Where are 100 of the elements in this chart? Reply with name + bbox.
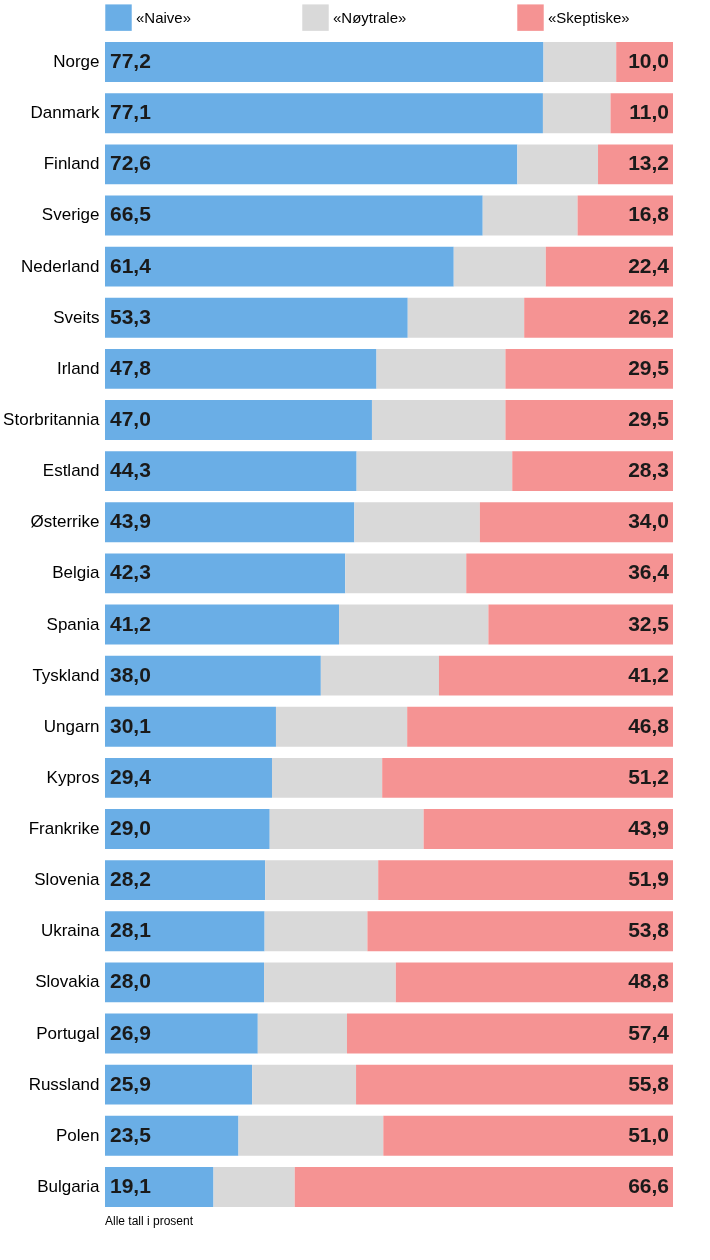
data-label: 34,0 [628, 509, 669, 533]
bar [542, 93, 611, 134]
bar [105, 1013, 258, 1054]
data-label: 11,0 [629, 100, 669, 124]
bar [105, 246, 454, 287]
bar [395, 962, 673, 1003]
bar [294, 1167, 673, 1207]
bar [545, 246, 673, 287]
y-tick-label: Slovenia [34, 870, 101, 890]
bar [488, 604, 673, 645]
bar [105, 706, 276, 747]
bar [105, 809, 270, 849]
bar [105, 195, 483, 236]
bar [105, 144, 518, 185]
y-tick-label: Frankrike [28, 819, 100, 839]
bar [264, 962, 396, 1003]
data-label: 66,5 [110, 202, 152, 226]
data-label: 41,2 [628, 662, 669, 686]
data-label: 42,3 [110, 560, 151, 584]
legend-label: «Naive» [136, 8, 192, 26]
y-tick-label: Kypros [46, 767, 100, 787]
data-label: 26,9 [110, 1020, 151, 1044]
text: Alle tall i prosent [105, 1214, 194, 1228]
bar [105, 655, 321, 696]
bar [105, 553, 346, 594]
data-label: 32,5 [628, 611, 670, 635]
bar [264, 911, 368, 952]
data-label: 66,6 [628, 1173, 669, 1197]
bar [383, 1115, 673, 1156]
bar [354, 502, 480, 543]
data-label: 53,8 [628, 918, 670, 942]
data-label: 43,9 [110, 509, 151, 533]
bar [105, 400, 372, 440]
bar [105, 1064, 253, 1105]
y-tick-label: Polen [56, 1125, 100, 1145]
y-tick-label: Finland [43, 154, 100, 174]
y-tick-label: Bulgaria [37, 1176, 101, 1196]
bar [238, 1115, 384, 1156]
data-label: 29,5 [628, 406, 670, 430]
bar [466, 553, 673, 594]
data-label: 28,1 [110, 918, 152, 942]
data-label: 23,5 [110, 1122, 152, 1146]
bar [105, 757, 272, 798]
bar [345, 553, 467, 594]
y-tick-label: Irland [56, 358, 100, 378]
bar [512, 451, 673, 492]
bar [346, 1013, 673, 1054]
data-label: 25,9 [110, 1071, 151, 1095]
data-label: 46,8 [628, 713, 670, 737]
bar [213, 1167, 295, 1207]
data-label: 30,1 [110, 713, 152, 737]
data-label: 36,4 [628, 560, 670, 584]
bar [105, 604, 340, 645]
data-label: 47,0 [110, 406, 151, 430]
bar [371, 400, 506, 440]
data-label: 26,2 [628, 304, 669, 328]
bar [505, 348, 673, 389]
data-label: 61,4 [110, 253, 152, 277]
data-label: 53,3 [110, 304, 151, 328]
data-label: 57,4 [628, 1020, 670, 1044]
y-tick-label: Sveits [53, 307, 100, 327]
data-label: 72,6 [110, 151, 151, 175]
bar [105, 1167, 214, 1207]
bar [105, 451, 357, 492]
data-label: 51,2 [628, 764, 669, 788]
bar [407, 297, 525, 338]
bar [356, 1064, 673, 1105]
y-tick-label: Danmark [30, 103, 100, 123]
data-label: 41,2 [110, 611, 151, 635]
bar [376, 348, 506, 389]
data-label: 28,0 [110, 969, 151, 993]
bar [438, 655, 673, 696]
bar [524, 297, 673, 338]
bar [105, 911, 265, 952]
data-label: 29,5 [628, 355, 670, 379]
y-tick-label: Østerrike [30, 512, 100, 532]
legend-label: «Nøytrale» [333, 8, 407, 26]
bar [320, 655, 439, 696]
y-tick-label: Sverige [41, 205, 100, 225]
bar [517, 144, 599, 185]
y-tick-label: Estland [42, 461, 100, 481]
bar [378, 860, 673, 901]
bar [339, 604, 489, 645]
bar [479, 502, 673, 543]
y-tick-label: Storbritannia [3, 409, 101, 429]
y-tick-label: Nederland [21, 256, 100, 276]
bar [257, 1013, 347, 1054]
y-tick-label: Belgia [52, 563, 101, 583]
y-tick-label: Russland [28, 1074, 100, 1094]
bar [382, 757, 673, 798]
bar [482, 195, 578, 236]
data-label: 51,0 [628, 1122, 669, 1146]
data-label: 28,2 [110, 867, 151, 891]
bar [505, 400, 673, 440]
y-tick-label: Tyskland [32, 665, 100, 685]
data-label: 22,4 [628, 253, 670, 277]
bar [105, 297, 408, 338]
bar [356, 451, 513, 492]
bar [252, 1064, 357, 1105]
bar [105, 962, 265, 1003]
